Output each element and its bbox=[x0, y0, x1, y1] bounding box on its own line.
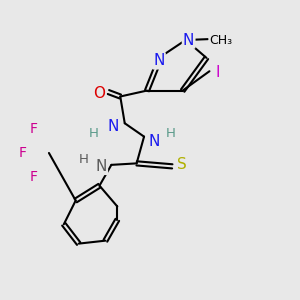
Text: N: N bbox=[148, 134, 160, 148]
Text: N: N bbox=[183, 32, 194, 47]
Text: S: S bbox=[177, 158, 187, 172]
Text: N: N bbox=[153, 53, 165, 68]
Text: F: F bbox=[29, 170, 38, 184]
Text: N: N bbox=[95, 159, 107, 174]
Text: O: O bbox=[93, 86, 105, 101]
Text: H: H bbox=[88, 127, 98, 140]
Text: H: H bbox=[166, 127, 176, 140]
Text: F: F bbox=[19, 146, 27, 160]
Text: F: F bbox=[29, 122, 38, 136]
Text: N: N bbox=[107, 119, 119, 134]
Text: CH₃: CH₃ bbox=[209, 34, 232, 46]
Text: I: I bbox=[215, 65, 220, 80]
Text: H: H bbox=[79, 153, 89, 166]
